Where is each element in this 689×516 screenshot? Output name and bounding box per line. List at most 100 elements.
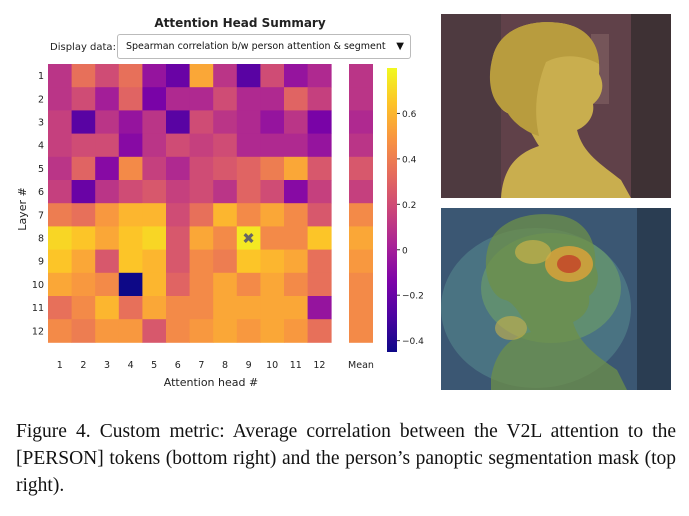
heatmap-cell[interactable] bbox=[95, 249, 120, 274]
heatmap-cell[interactable] bbox=[284, 249, 308, 274]
display-data-dropdown[interactable]: Spearman correlation b/w person attentio… bbox=[117, 34, 411, 59]
heatmap-cell[interactable] bbox=[142, 296, 167, 320]
heatmap-cell[interactable] bbox=[95, 110, 120, 134]
heatmap-cell[interactable] bbox=[71, 110, 96, 134]
heatmap-cell[interactable] bbox=[142, 203, 167, 227]
heatmap-cell[interactable] bbox=[307, 203, 332, 227]
heatmap-cell[interactable] bbox=[307, 319, 332, 343]
heatmap-cell[interactable] bbox=[213, 156, 238, 181]
heatmap-cell[interactable] bbox=[236, 226, 261, 250]
heatmap-cell[interactable] bbox=[166, 249, 190, 274]
heatmap-cell[interactable] bbox=[284, 110, 308, 134]
heatmap-cell[interactable] bbox=[307, 180, 332, 204]
heatmap-cell[interactable] bbox=[95, 272, 120, 297]
heatmap-cell[interactable] bbox=[95, 203, 120, 227]
heatmap-cell[interactable] bbox=[142, 249, 167, 274]
heatmap-cell[interactable] bbox=[71, 319, 96, 343]
heatmap-cell[interactable] bbox=[307, 226, 332, 250]
heatmap-cell[interactable] bbox=[307, 64, 332, 88]
heatmap-cell[interactable] bbox=[213, 64, 238, 88]
heatmap-cell[interactable] bbox=[166, 64, 190, 88]
heatmap-cell[interactable] bbox=[95, 87, 120, 111]
heatmap-cell[interactable] bbox=[284, 156, 308, 181]
heatmap-cell[interactable] bbox=[213, 203, 238, 227]
heatmap-cell[interactable] bbox=[284, 87, 308, 111]
heatmap-cell[interactable] bbox=[166, 180, 190, 204]
heatmap-cell[interactable] bbox=[284, 319, 308, 343]
heatmap-cell[interactable] bbox=[284, 64, 308, 88]
heatmap-cell[interactable] bbox=[236, 133, 261, 158]
heatmap-cell[interactable] bbox=[118, 64, 143, 88]
heatmap-cell[interactable] bbox=[48, 319, 72, 343]
heatmap-cell[interactable] bbox=[236, 272, 261, 297]
heatmap-cell[interactable] bbox=[118, 180, 143, 204]
heatmap-cell[interactable] bbox=[166, 272, 190, 297]
heatmap-cell[interactable] bbox=[48, 226, 72, 250]
heatmap-cell[interactable] bbox=[260, 64, 285, 88]
heatmap-cell[interactable] bbox=[48, 203, 72, 227]
heatmap-cell[interactable] bbox=[213, 180, 238, 204]
heatmap-cell[interactable] bbox=[118, 110, 143, 134]
heatmap-cell[interactable] bbox=[260, 249, 285, 274]
heatmap-cell[interactable] bbox=[236, 87, 261, 111]
heatmap-cell[interactable] bbox=[95, 180, 120, 204]
heatmap-cell[interactable] bbox=[189, 64, 214, 88]
heatmap-cell[interactable] bbox=[307, 156, 332, 181]
heatmap-cell[interactable] bbox=[118, 133, 143, 158]
heatmap-cell[interactable] bbox=[48, 249, 72, 274]
heatmap-cell[interactable] bbox=[118, 296, 143, 320]
heatmap-cell[interactable] bbox=[71, 249, 96, 274]
heatmap-cell[interactable] bbox=[71, 87, 96, 111]
heatmap-cell[interactable] bbox=[48, 133, 72, 158]
heatmap-cell[interactable] bbox=[166, 296, 190, 320]
heatmap-cell[interactable] bbox=[71, 296, 96, 320]
heatmap-cell[interactable] bbox=[260, 296, 285, 320]
heatmap-cell[interactable] bbox=[142, 110, 167, 134]
heatmap-cell[interactable] bbox=[236, 249, 261, 274]
heatmap-cell[interactable] bbox=[71, 203, 96, 227]
heatmap-cell[interactable] bbox=[189, 156, 214, 181]
heatmap-cell[interactable] bbox=[95, 319, 120, 343]
heatmap-cell[interactable] bbox=[260, 180, 285, 204]
heatmap-cell[interactable] bbox=[142, 226, 167, 250]
heatmap-cell[interactable] bbox=[189, 87, 214, 111]
heatmap-cell[interactable] bbox=[307, 296, 332, 320]
heatmap-cell[interactable] bbox=[142, 64, 167, 88]
heatmap-cell[interactable] bbox=[71, 272, 96, 297]
heatmap-cell[interactable] bbox=[213, 319, 238, 343]
heatmap-cell[interactable] bbox=[48, 272, 72, 297]
heatmap-cell[interactable] bbox=[260, 272, 285, 297]
heatmap-cell[interactable] bbox=[118, 87, 143, 111]
heatmap-cell[interactable] bbox=[213, 133, 238, 158]
heatmap-cell[interactable] bbox=[95, 226, 120, 250]
heatmap-cell[interactable] bbox=[189, 133, 214, 158]
heatmap-cell[interactable] bbox=[142, 319, 167, 343]
heatmap-cell[interactable] bbox=[307, 110, 332, 134]
heatmap-cell[interactable] bbox=[260, 203, 285, 227]
heatmap-cell[interactable] bbox=[213, 296, 238, 320]
heatmap-cell[interactable] bbox=[213, 87, 238, 111]
heatmap-cell[interactable] bbox=[307, 249, 332, 274]
heatmap-cell[interactable] bbox=[189, 203, 214, 227]
heatmap-cell[interactable] bbox=[166, 156, 190, 181]
heatmap-cell[interactable] bbox=[284, 133, 308, 158]
heatmap-cell[interactable] bbox=[260, 156, 285, 181]
heatmap-cell[interactable] bbox=[142, 133, 167, 158]
heatmap-cell[interactable] bbox=[189, 296, 214, 320]
heatmap-cell[interactable] bbox=[166, 133, 190, 158]
heatmap-cell[interactable] bbox=[307, 87, 332, 111]
heatmap-cell[interactable] bbox=[142, 87, 167, 111]
heatmap-cell[interactable] bbox=[236, 64, 261, 88]
heatmap-cell[interactable] bbox=[142, 272, 167, 297]
heatmap-cell[interactable] bbox=[95, 133, 120, 158]
heatmap-cell[interactable] bbox=[118, 272, 143, 297]
heatmap-cell[interactable] bbox=[284, 226, 308, 250]
heatmap-cell[interactable] bbox=[48, 180, 72, 204]
heatmap-cell[interactable] bbox=[236, 296, 261, 320]
heatmap-cell[interactable] bbox=[71, 180, 96, 204]
heatmap-cell[interactable] bbox=[213, 110, 238, 134]
heatmap-cell[interactable] bbox=[189, 249, 214, 274]
heatmap-cell[interactable] bbox=[118, 226, 143, 250]
heatmap-cell[interactable] bbox=[260, 133, 285, 158]
heatmap-cell[interactable] bbox=[71, 133, 96, 158]
